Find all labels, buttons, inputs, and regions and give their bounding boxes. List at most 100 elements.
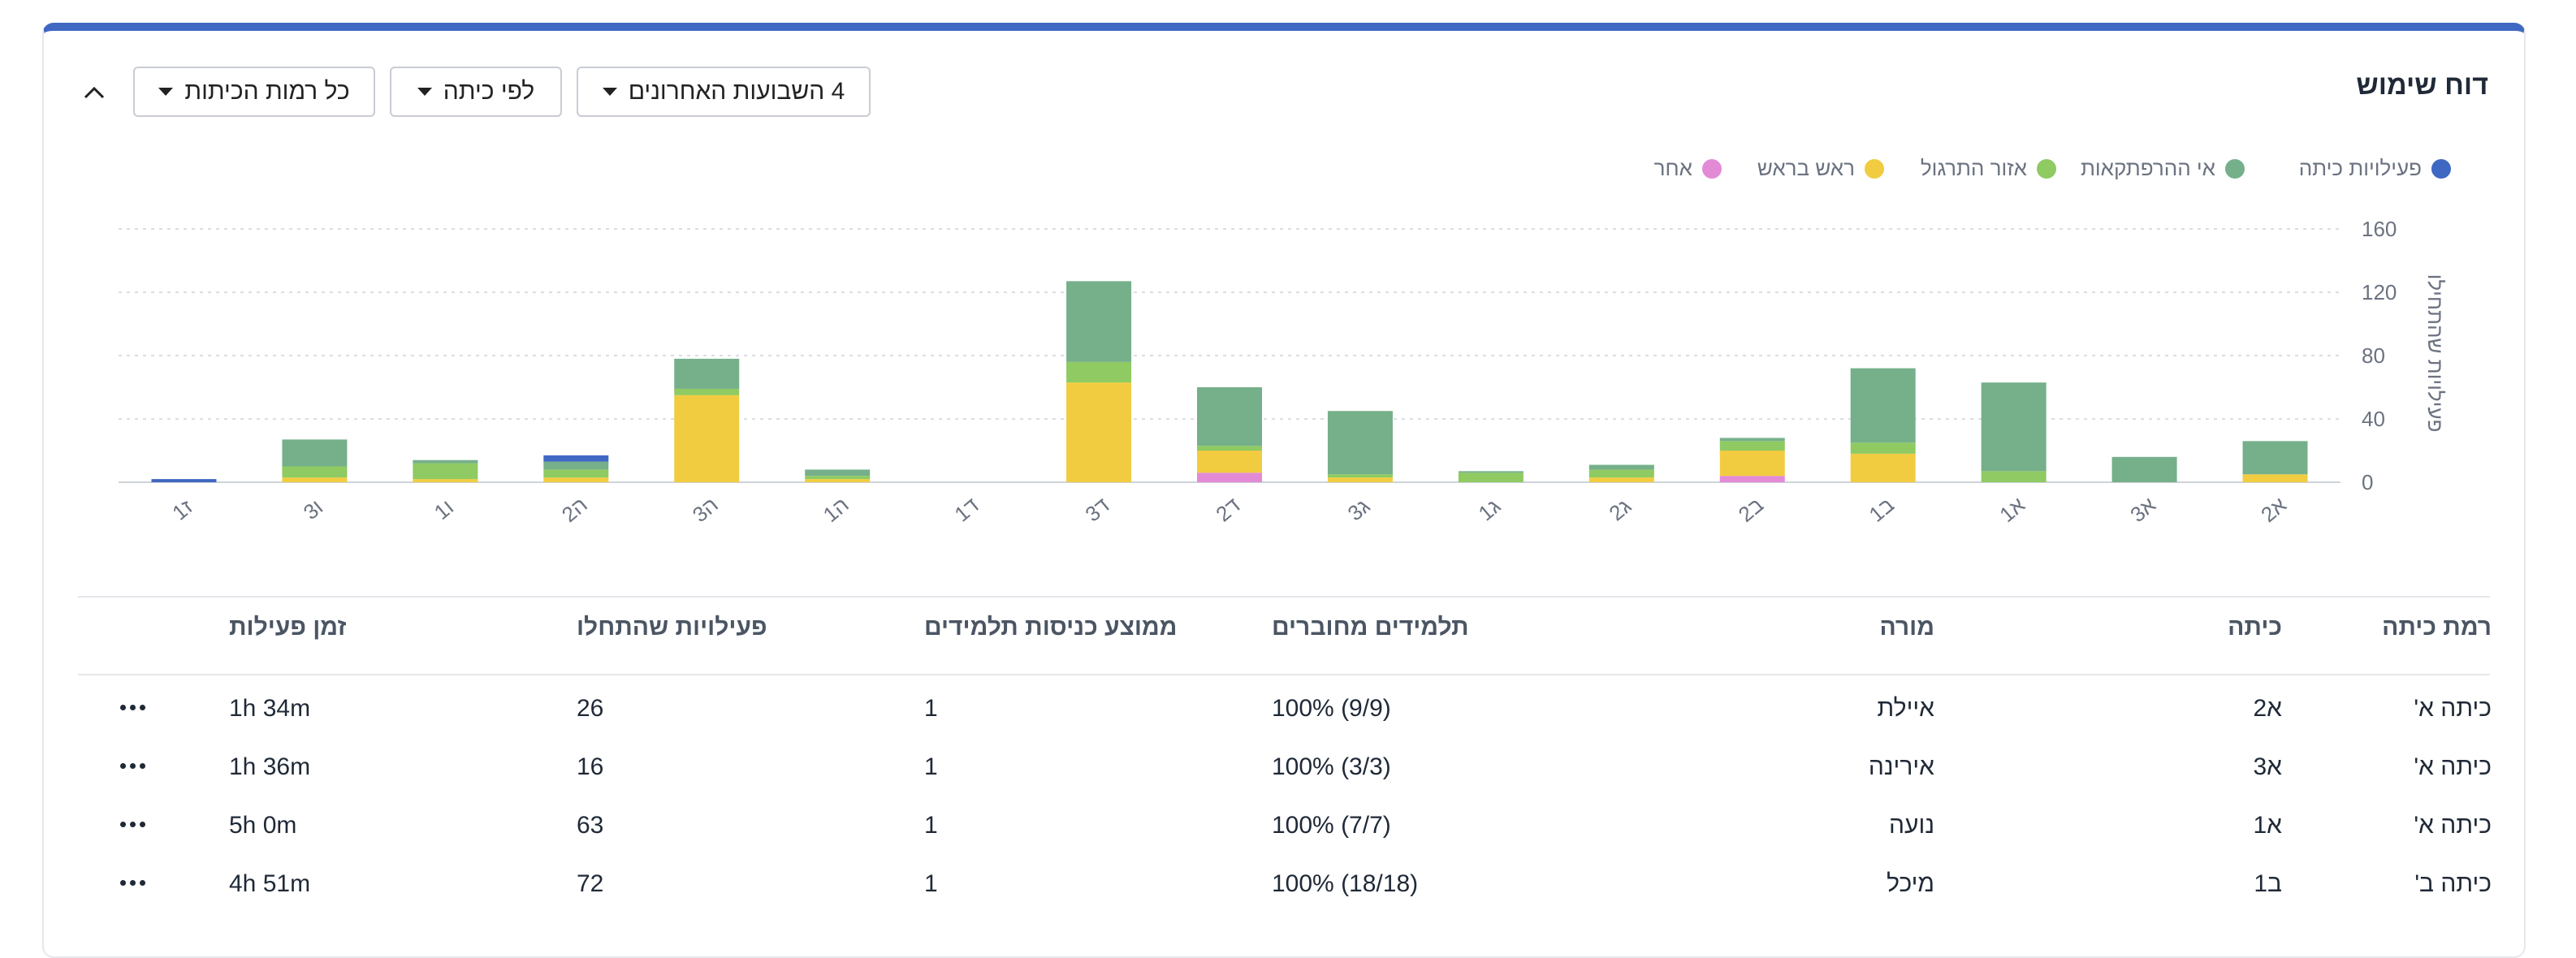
- table-cell-teacher: נועה: [1889, 812, 1934, 839]
- collapse-button[interactable]: [78, 76, 110, 109]
- table-cell-avg-logins: 1: [924, 753, 938, 780]
- x-tick-label: ב1: [1865, 493, 1899, 527]
- bar-segment[interactable]: [1981, 382, 2047, 472]
- legend-label: ראש בראש: [1757, 156, 1855, 180]
- bar-segment[interactable]: [674, 388, 740, 395]
- bar-segment[interactable]: [1327, 477, 1393, 482]
- bar-segment[interactable]: [543, 455, 609, 462]
- grade-filter-dropdown[interactable]: כל רמות הכיתות: [133, 67, 375, 117]
- table-cell-connected: 100% (18/18): [1272, 870, 1419, 897]
- more-horizontal-icon[interactable]: [115, 817, 150, 832]
- legend-dot: [2037, 158, 2056, 179]
- bar-segment[interactable]: [282, 439, 348, 467]
- bar-segment[interactable]: [805, 479, 871, 482]
- bar-segment[interactable]: [1588, 477, 1654, 482]
- table-cell-grade: כיתה ב': [2414, 870, 2492, 897]
- x-tick-label: ב2: [1734, 493, 1768, 527]
- legend-item-practice-zone[interactable]: אזור התרגול: [1921, 156, 2056, 181]
- bar-segment[interactable]: [2242, 441, 2308, 475]
- bar-segment[interactable]: [1719, 451, 1785, 477]
- table-cell-activities: 63: [577, 812, 604, 839]
- bar-segment[interactable]: [1719, 438, 1785, 442]
- y-tick-label: 40: [2362, 407, 2385, 431]
- grade-filter-label: כל רמות הכיתות: [184, 78, 350, 105]
- legend-item-head-to-head[interactable]: ראש בראש: [1757, 156, 1884, 181]
- table-cell-teacher: אירינה: [1868, 753, 1934, 780]
- table-cell-class: ב1: [2254, 870, 2282, 897]
- bar-segment[interactable]: [413, 460, 478, 464]
- bar-segment[interactable]: [1850, 442, 1916, 454]
- bar-segment[interactable]: [282, 466, 348, 478]
- x-tick-label: ד3: [1080, 493, 1113, 527]
- bar-segment[interactable]: [2242, 474, 2308, 482]
- dot: [120, 880, 126, 886]
- bar-segment[interactable]: [1066, 382, 1132, 482]
- bar-segment[interactable]: [805, 476, 871, 480]
- x-tick-label: ד2: [1211, 493, 1244, 527]
- dot: [130, 705, 136, 710]
- bar-segment[interactable]: [1719, 476, 1785, 482]
- x-tick-label: ג3: [1343, 494, 1375, 525]
- more-horizontal-icon[interactable]: [115, 700, 150, 715]
- column-header-time[interactable]: זמן פעילות: [229, 614, 347, 641]
- column-header-teacher[interactable]: מורה: [1879, 614, 1935, 641]
- bar-segment[interactable]: [282, 477, 348, 482]
- x-tick-label: ו3: [299, 494, 328, 524]
- x-tick-label: א2: [2256, 492, 2291, 527]
- bar-segment[interactable]: [2111, 456, 2177, 482]
- more-horizontal-icon[interactable]: [115, 758, 150, 774]
- column-header-grade[interactable]: רמת כיתה: [2382, 614, 2492, 641]
- dot: [120, 763, 126, 769]
- bar-segment[interactable]: [1981, 471, 2047, 482]
- column-header-avg-logins[interactable]: ממוצע כניסות תלמידים: [924, 614, 1178, 641]
- bar-segment[interactable]: [1197, 446, 1262, 451]
- bar-segment[interactable]: [1327, 411, 1393, 475]
- legend-item-adventure-island[interactable]: אי ההרפתקאות: [2081, 156, 2245, 181]
- bar-segment[interactable]: [413, 463, 478, 480]
- bar-segment[interactable]: [805, 469, 871, 477]
- y-tick-label: 160: [2362, 217, 2397, 241]
- bar-segment[interactable]: [1458, 473, 1524, 482]
- group-by-dropdown[interactable]: לפי כיתה: [390, 67, 562, 117]
- dot: [130, 822, 136, 827]
- bar-segment[interactable]: [543, 469, 609, 478]
- table-cell-avg-logins: 1: [924, 870, 938, 897]
- bar-segment[interactable]: [1066, 281, 1132, 362]
- legend-dot: [2225, 158, 2245, 179]
- bar-segment[interactable]: [413, 479, 478, 482]
- bar-segment[interactable]: [1458, 471, 1524, 473]
- table-cell-grade: כיתה א': [2414, 753, 2492, 780]
- bar-segment[interactable]: [1197, 473, 1262, 482]
- bar-segment[interactable]: [151, 479, 217, 482]
- bar-segment[interactable]: [543, 477, 609, 482]
- column-header-activities[interactable]: פעילויות שהתחלו: [577, 614, 767, 641]
- y-tick-label: 120: [2362, 280, 2397, 304]
- bar-segment[interactable]: [1588, 469, 1654, 478]
- table-cell-class: א1: [2253, 812, 2282, 839]
- legend-item-other[interactable]: אחר: [1654, 156, 1722, 181]
- bar-segment[interactable]: [674, 358, 740, 389]
- bar-segment[interactable]: [543, 461, 609, 470]
- chevron-down-icon: [417, 88, 432, 96]
- bar-segment[interactable]: [1197, 451, 1262, 473]
- bar-segment[interactable]: [1719, 441, 1785, 451]
- date-range-dropdown[interactable]: 4 השבועות האחרונים: [577, 67, 871, 117]
- bar-segment[interactable]: [674, 395, 740, 482]
- table-cell-class: א2: [2253, 695, 2282, 722]
- column-header-class[interactable]: כיתה: [2228, 614, 2282, 641]
- column-header-connected[interactable]: תלמידים מחוברים: [1272, 614, 1469, 641]
- dot: [120, 822, 126, 827]
- bar-segment[interactable]: [1588, 464, 1654, 470]
- table-cell-time: 4h 51m: [229, 870, 311, 897]
- x-tick-label: ג2: [1604, 494, 1636, 525]
- bar-segment[interactable]: [1066, 361, 1132, 383]
- bar-segment[interactable]: [1197, 387, 1262, 447]
- legend-label: אזור התרגול: [1920, 156, 2027, 180]
- dot: [140, 880, 145, 886]
- bar-segment[interactable]: [1850, 453, 1916, 482]
- bar-segment[interactable]: [1327, 474, 1393, 478]
- table-cell-avg-logins: 1: [924, 812, 938, 839]
- more-horizontal-icon[interactable]: [115, 875, 150, 891]
- legend-item-classroom[interactable]: פעילויות כיתה: [2299, 156, 2451, 181]
- bar-segment[interactable]: [1850, 368, 1916, 443]
